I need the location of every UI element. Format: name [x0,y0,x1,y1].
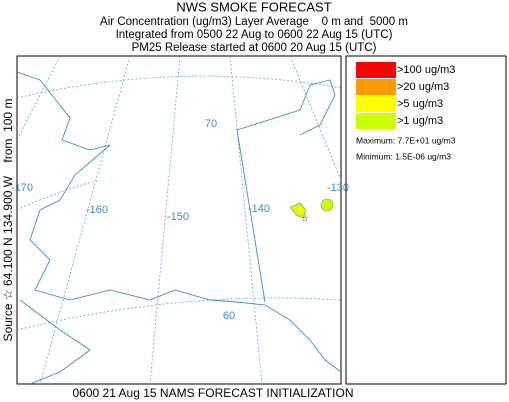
minimum: Minimum: 1.5E-06 ug/m3 [356,151,451,161]
header-line: Integrated from 0500 22 Aug to 0600 22 A… [116,29,393,41]
header-line: PM25 Release started at 0600 20 Aug 15 (… [132,42,377,54]
header-line: Air Concentration (ug/m3) Layer Average … [100,16,408,28]
legend-swatch [356,113,396,129]
plume [320,198,334,212]
grid-label: -150 [167,211,189,223]
legend-frame [345,55,507,385]
grid-label: -160 [86,204,108,216]
legend: >100 ug/m3 >20 ug/m3 >5 ug/m3 >1 ug/m3 [356,62,455,129]
title: NWS SMOKE FORECAST [176,0,331,14]
legend-label: >20 ug/m3 [397,81,449,93]
map-frame [16,55,342,385]
grid-label: -140 [248,203,270,215]
legend-label: >1 ug/m3 [397,115,443,127]
coastline [16,71,342,385]
plume-core [296,207,303,213]
source-label: Source ☆ 64.100 N 134.900 W from 100 m [1,99,15,342]
legend-label: >5 ug/m3 [397,98,443,110]
legend-label: >100 ug/m3 [397,64,455,76]
graticule [16,55,342,385]
grid-label: 60 [223,310,235,322]
footer: 0600 21 Aug 15 NAMS FORECAST INITIALIZAT… [73,386,354,400]
legend-swatch [356,79,396,95]
source-marker: ☆ [301,213,309,223]
legend-swatch [356,62,396,78]
legend-swatch [356,96,396,112]
grid-labels: 70 -170 -160 -150 -140 -130 60 [11,118,349,322]
grid-label: 70 [205,118,217,130]
maximum: Maximum: 7.7E+01 ug/m3 [356,135,456,145]
grid-label: -170 [11,182,33,194]
grid-label: -130 [327,182,349,194]
